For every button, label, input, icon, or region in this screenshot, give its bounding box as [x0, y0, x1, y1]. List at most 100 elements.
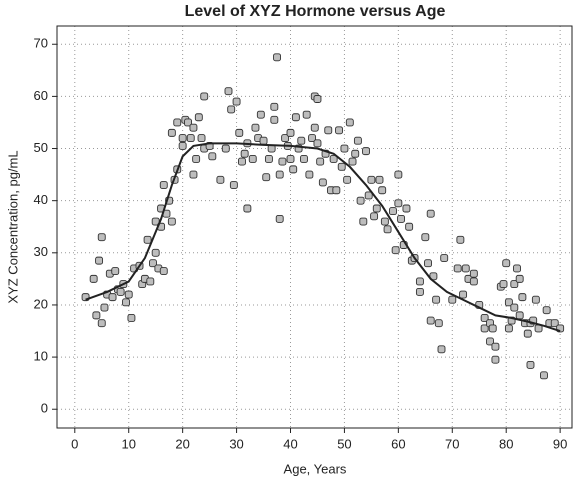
point: [499, 280, 508, 289]
point: [437, 345, 446, 354]
point: [264, 155, 273, 163]
point: [243, 204, 252, 213]
point: [526, 360, 535, 369]
point: [281, 134, 290, 143]
point: [372, 204, 381, 213]
point: [348, 157, 357, 166]
point: [224, 87, 233, 96]
point: [421, 233, 430, 242]
point: [335, 126, 343, 135]
x-tick-label: 30: [229, 436, 243, 451]
point: [518, 293, 527, 302]
point: [491, 355, 500, 364]
fit-curve: [85, 142, 561, 332]
point: [510, 303, 519, 312]
x-tick-label: 0: [71, 436, 78, 451]
point: [111, 267, 120, 276]
point: [300, 155, 308, 163]
point: [448, 295, 457, 304]
point: [394, 199, 403, 208]
x-axis-label: Age, Years: [284, 461, 347, 476]
point: [313, 139, 322, 148]
point: [197, 134, 206, 143]
point: [432, 295, 441, 304]
point: [434, 319, 443, 328]
point: [531, 295, 540, 304]
point: [486, 337, 494, 346]
point: [97, 233, 106, 242]
point: [329, 155, 338, 163]
point: [353, 136, 362, 145]
x-tick-label: 50: [337, 436, 351, 451]
point: [159, 181, 168, 189]
point: [235, 128, 244, 137]
point: [502, 259, 511, 268]
point: [289, 165, 298, 174]
x-tick-label: 40: [283, 436, 297, 451]
point: [504, 298, 513, 307]
point: [415, 277, 424, 286]
point: [394, 170, 403, 179]
point: [316, 157, 325, 166]
point: [186, 134, 195, 143]
point: [302, 110, 311, 119]
point: [173, 118, 182, 127]
point: [270, 115, 279, 124]
chart-title: Level of XYZ Hormone versus Age: [185, 3, 446, 20]
point: [515, 311, 524, 320]
point: [510, 280, 519, 289]
point: [124, 290, 133, 299]
point: [208, 152, 217, 161]
point: [453, 264, 462, 273]
point: [259, 136, 268, 145]
point: [116, 287, 125, 296]
point: [480, 314, 489, 322]
point: [238, 157, 246, 166]
point: [337, 162, 346, 171]
point: [273, 53, 281, 62]
point: [424, 259, 432, 268]
point: [278, 157, 287, 166]
point: [229, 181, 238, 189]
point: [456, 235, 465, 244]
point: [95, 256, 104, 265]
point: [378, 186, 387, 195]
y-tick-label: 70: [34, 36, 48, 51]
y-tick-label: 60: [34, 88, 48, 103]
point: [324, 126, 333, 135]
point: [159, 267, 168, 276]
x-tick-label: 90: [553, 436, 567, 451]
point: [310, 123, 319, 132]
point: [122, 298, 130, 307]
point: [227, 105, 236, 114]
point: [127, 314, 136, 322]
x-tick-label: 70: [445, 436, 459, 451]
point: [356, 196, 365, 205]
point: [370, 212, 379, 221]
point: [313, 95, 322, 103]
point: [97, 319, 106, 328]
point: [359, 217, 368, 226]
point: [143, 235, 152, 244]
point: [367, 175, 376, 184]
x-tick-label: 20: [175, 436, 189, 451]
point: [305, 170, 314, 179]
point: [540, 371, 548, 380]
x-tick-label: 60: [391, 436, 405, 451]
point: [318, 178, 327, 187]
point: [240, 149, 249, 158]
y-tick-label: 40: [34, 192, 48, 207]
plot-frame: [56, 25, 573, 429]
point: [178, 141, 187, 150]
point: [480, 324, 489, 333]
point: [469, 277, 478, 286]
point: [297, 136, 306, 145]
point: [178, 134, 187, 143]
point: [351, 149, 360, 158]
point: [488, 324, 497, 333]
point: [402, 204, 411, 213]
point: [167, 217, 176, 226]
point: [184, 118, 192, 127]
point: [286, 155, 295, 163]
point: [383, 225, 392, 234]
